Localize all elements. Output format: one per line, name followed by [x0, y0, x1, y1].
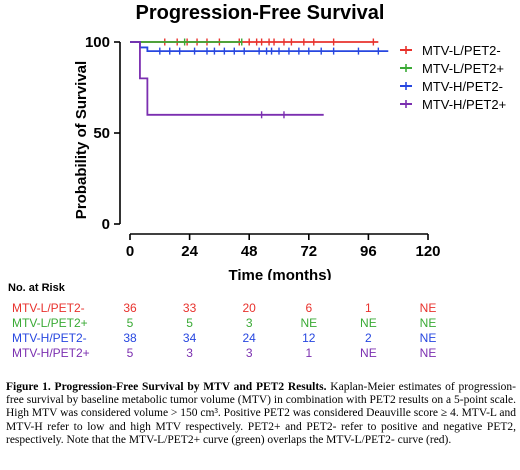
- risk-cell: 5: [126, 316, 134, 330]
- x-tick-label: 96: [360, 243, 377, 260]
- risk-cell: 33: [182, 301, 197, 315]
- x-tick-label: 120: [415, 243, 440, 260]
- x-tick-label: 72: [300, 243, 317, 260]
- km-curves: [130, 38, 389, 119]
- chart-title: Progression-Free Survival: [135, 2, 385, 24]
- risk-cell: NE: [419, 316, 437, 330]
- risk-cell: NE: [419, 346, 437, 360]
- risk-cell: 2: [365, 331, 372, 345]
- risk-cell: 3: [186, 346, 193, 360]
- risk-cell: 3: [245, 346, 253, 360]
- risk-cell: 1: [365, 301, 372, 315]
- x-tick-label: 48: [241, 243, 258, 260]
- risk-row: MTV-L/PET2+ 5 5 3 NE NE NE: [0, 316, 520, 330]
- risk-row-label: MTV-H/PET2-: [12, 331, 87, 345]
- risk-cell: 36: [123, 301, 137, 315]
- caption-text: Kaplan-Meier estimates of progression-fr…: [6, 381, 517, 446]
- risk-cell: 24: [242, 331, 256, 345]
- figure-caption: Figure 1. Progression-Free Survival by M…: [6, 381, 516, 447]
- y-axis-label: Probability of Survival: [73, 61, 90, 219]
- risk-row-label: MTV-L/PET2+: [12, 316, 88, 330]
- risk-row-label: MTV-H/PET2+: [12, 346, 90, 360]
- legend-label: MTV-H/PET2-: [422, 79, 503, 94]
- x-axis-label: Time (months): [228, 267, 331, 280]
- risk-cell: 34: [182, 331, 197, 345]
- legend-label: MTV-L/PET2-: [422, 43, 501, 58]
- risk-row: MTV-L/PET2- 36 33 20 6 1 NE: [0, 301, 520, 315]
- legend-label: MTV-L/PET2+: [422, 61, 504, 76]
- legend: MTV-L/PET2- MTV-L/PET2+ MTV-H/PET2- MTV-H/P…: [400, 43, 506, 112]
- y-tick-label: 100: [85, 34, 110, 51]
- risk-cell: NE: [419, 331, 437, 345]
- risk-cell: 6: [305, 301, 313, 315]
- risk-cell: NE: [300, 316, 318, 330]
- y-tick-label: 0: [102, 216, 110, 233]
- risk-cell: 3: [245, 316, 253, 330]
- x-tick-label: 0: [126, 243, 134, 260]
- axes: 0 24 48 72 96 120 0 50 100: [85, 34, 441, 260]
- risk-cell: 5: [186, 316, 193, 330]
- risk-cell: 38: [123, 331, 137, 345]
- risk-cell: NE: [360, 316, 377, 330]
- risk-cell: 12: [302, 331, 316, 345]
- risk-row: MTV-H/PET2+ 5 3 3 1 NE NE: [0, 346, 520, 360]
- risk-cell: NE: [419, 301, 437, 315]
- risk-cell: 5: [126, 346, 134, 360]
- risk-row-label: MTV-L/PET2-: [12, 301, 85, 315]
- curve-mtv-h-pet2: [130, 41, 324, 116]
- risk-cell: NE: [360, 346, 377, 360]
- risk-cell: 1: [305, 346, 313, 360]
- risk-table-heading: No. at Risk: [8, 282, 65, 294]
- legend-label: MTV-H/PET2+: [422, 97, 506, 112]
- x-tick-label: 24: [181, 243, 198, 260]
- y-tick-label: 50: [93, 125, 110, 142]
- risk-row: MTV-H/PET2- 38 34 24 12 2 NE: [0, 331, 520, 345]
- caption-bold: Figure 1. Progression-Free Survival by M…: [6, 381, 327, 393]
- risk-cell: 20: [242, 301, 256, 315]
